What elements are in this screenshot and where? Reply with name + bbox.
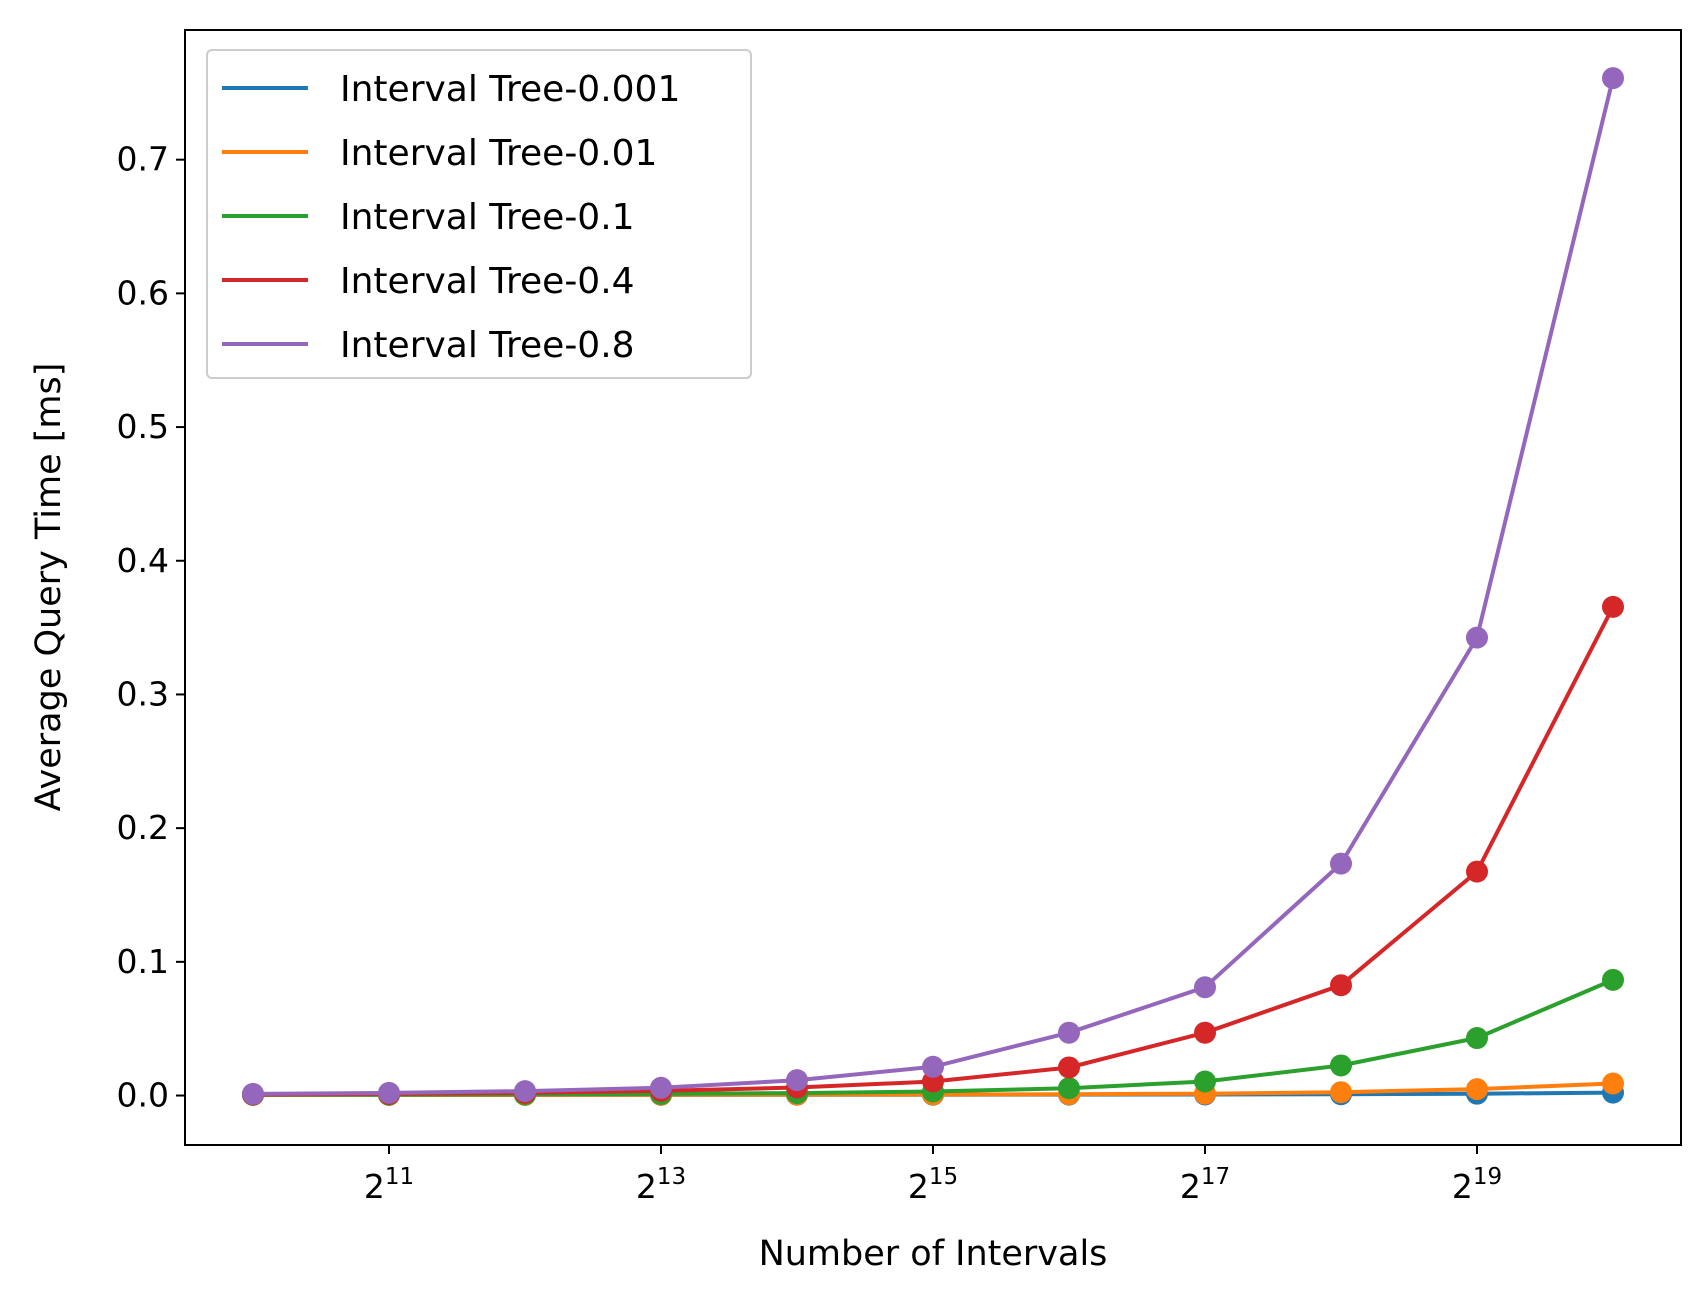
- data-point-3-7: [1058, 1077, 1080, 1100]
- y-axis: 0.0 0.1 0.2 0.3 0.4 0.5 0.6 0.7: [117, 140, 185, 1115]
- data-point-5-5: [786, 1069, 808, 1092]
- data-point-4-7: [1058, 1056, 1080, 1079]
- x-tick-label: 211: [364, 1164, 414, 1206]
- data-point-5-9: [1330, 852, 1352, 875]
- data-point-3-8: [1194, 1070, 1216, 1093]
- data-point-4-8: [1194, 1021, 1216, 1044]
- data-point-4-10: [1466, 860, 1488, 883]
- y-tick-label: 0.7: [117, 140, 169, 179]
- data-point-3-11: [1602, 968, 1624, 991]
- legend-label-3: Interval Tree-0.1: [340, 197, 635, 238]
- legend-label-4: Interval Tree-0.4: [340, 261, 635, 302]
- data-point-2-11: [1602, 1072, 1624, 1095]
- data-point-3-9: [1330, 1054, 1352, 1077]
- legend: Interval Tree-0.001 Interval Tree-0.01 Int…: [206, 49, 752, 379]
- data-point-5-2: [378, 1081, 400, 1104]
- legend-box: [206, 49, 752, 379]
- data-point-5-1: [242, 1082, 264, 1105]
- data-point-4-11: [1602, 595, 1624, 618]
- x-tick-label: 217: [1180, 1164, 1230, 1206]
- data-point-5-3: [514, 1080, 536, 1103]
- y-tick-label: 0.3: [117, 674, 169, 713]
- legend-label-2: Interval Tree-0.01: [340, 133, 657, 174]
- y-tick-label: 0.0: [117, 1076, 169, 1115]
- data-point-3-10: [1466, 1027, 1488, 1050]
- series-5: [242, 67, 1624, 1105]
- y-tick-label: 0.2: [117, 808, 169, 847]
- x-tick-label: 213: [636, 1164, 686, 1206]
- x-tick-label: 219: [1452, 1164, 1502, 1206]
- y-tick-label: 0.6: [117, 273, 169, 312]
- legend-label-1: Interval Tree-0.001: [340, 69, 680, 110]
- data-point-2-10: [1466, 1078, 1488, 1101]
- x-axis-label: Number of Intervals: [759, 1234, 1108, 1274]
- data-point-2-9: [1330, 1081, 1352, 1104]
- x-axis: 211 213 215 217 219: [364, 1145, 1502, 1206]
- y-axis-label: Average Query Time [ms]: [29, 363, 69, 812]
- data-point-5-8: [1194, 976, 1216, 999]
- data-point-5-6: [922, 1055, 944, 1078]
- series-layer: [242, 67, 1624, 1106]
- x-tick-label: 215: [908, 1164, 958, 1206]
- data-point-5-4: [650, 1076, 672, 1099]
- data-point-5-10: [1466, 626, 1488, 649]
- legend-label-5: Interval Tree-0.8: [340, 325, 635, 366]
- data-point-4-9: [1330, 974, 1352, 997]
- data-point-5-11: [1602, 67, 1624, 90]
- y-tick-label: 0.1: [117, 942, 169, 981]
- y-tick-label: 0.5: [117, 407, 169, 446]
- data-point-5-7: [1058, 1021, 1080, 1044]
- y-tick-label: 0.4: [117, 541, 169, 580]
